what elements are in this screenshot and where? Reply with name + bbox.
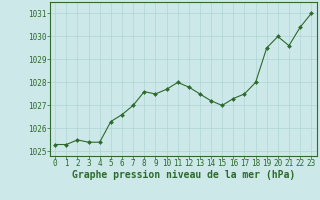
X-axis label: Graphe pression niveau de la mer (hPa): Graphe pression niveau de la mer (hPa) <box>72 170 295 180</box>
